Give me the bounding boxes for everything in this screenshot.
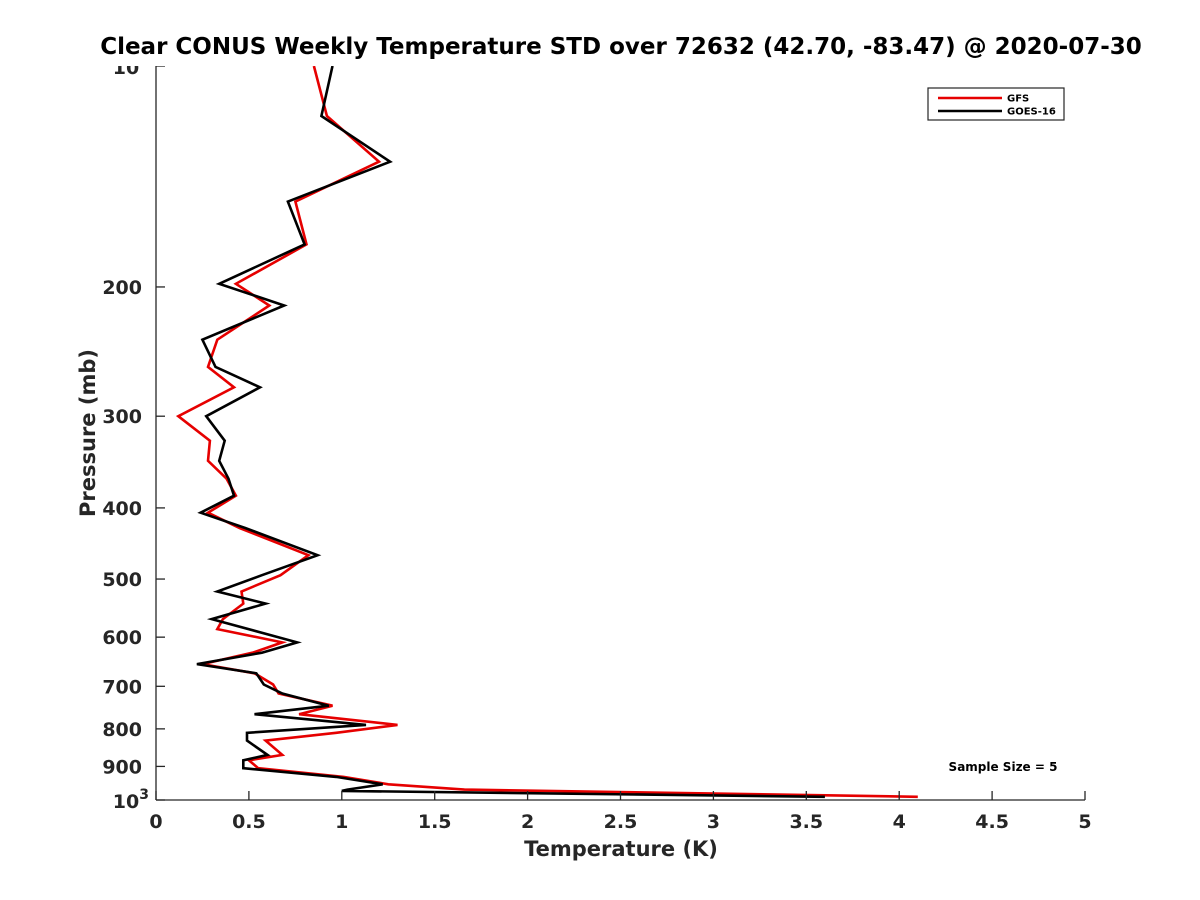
legend-label-gfs: GFS [1007,94,1029,105]
legend-box [927,87,1065,121]
x-axis-label: Temperature (K) [524,837,718,861]
y-tick-label: 800 [102,719,142,741]
x-tick-label: 1.5 [418,811,452,833]
x-tick-label: 4 [893,811,906,833]
y-tick-label: 200 [102,277,142,299]
x-tick-label: 3.5 [789,811,823,833]
chart-title-overlay: Clear CONUS Weekly Temperature STD over … [100,34,1142,60]
series-line-goes16 [196,65,825,799]
x-tick-label: 1 [335,811,348,833]
x-axis-ticks: 0 0.5 1 1.5 2 2.5 3 3.5 4 4.5 5 [149,791,1092,833]
legend-label-goes16: GOES-16 [1007,107,1056,118]
sample-size-annotation: Sample Size = 5 [949,760,1058,774]
y-tick-label: 600 [102,627,142,649]
legend: GFS GOES-16 [927,87,1065,121]
plot-series [175,65,918,799]
y-tick-label: 400 [102,498,142,520]
y-tick-label: 700 [102,676,142,698]
x-tick-label: 0.5 [232,811,266,833]
x-tick-label: 2 [521,811,534,833]
y-axis-label: Pressure (mb) [76,349,100,517]
x-tick-label: 5 [1078,811,1091,833]
x-tick-label: 3 [707,811,720,833]
y-tick-label: 300 [102,406,142,428]
x-tick-label: 4.5 [975,811,1009,833]
x-tick-label: 0 [149,811,162,833]
series-line-gfs [175,65,918,799]
plot-top-mask [0,0,1200,66]
y-axis-ticks: 102200300400500600700800900103 [102,53,165,813]
y-tick-label: 900 [102,756,142,778]
y-tick-label: 500 [102,569,142,591]
x-tick-label: 2.5 [604,811,638,833]
y-tick-label: 103 [113,787,149,813]
